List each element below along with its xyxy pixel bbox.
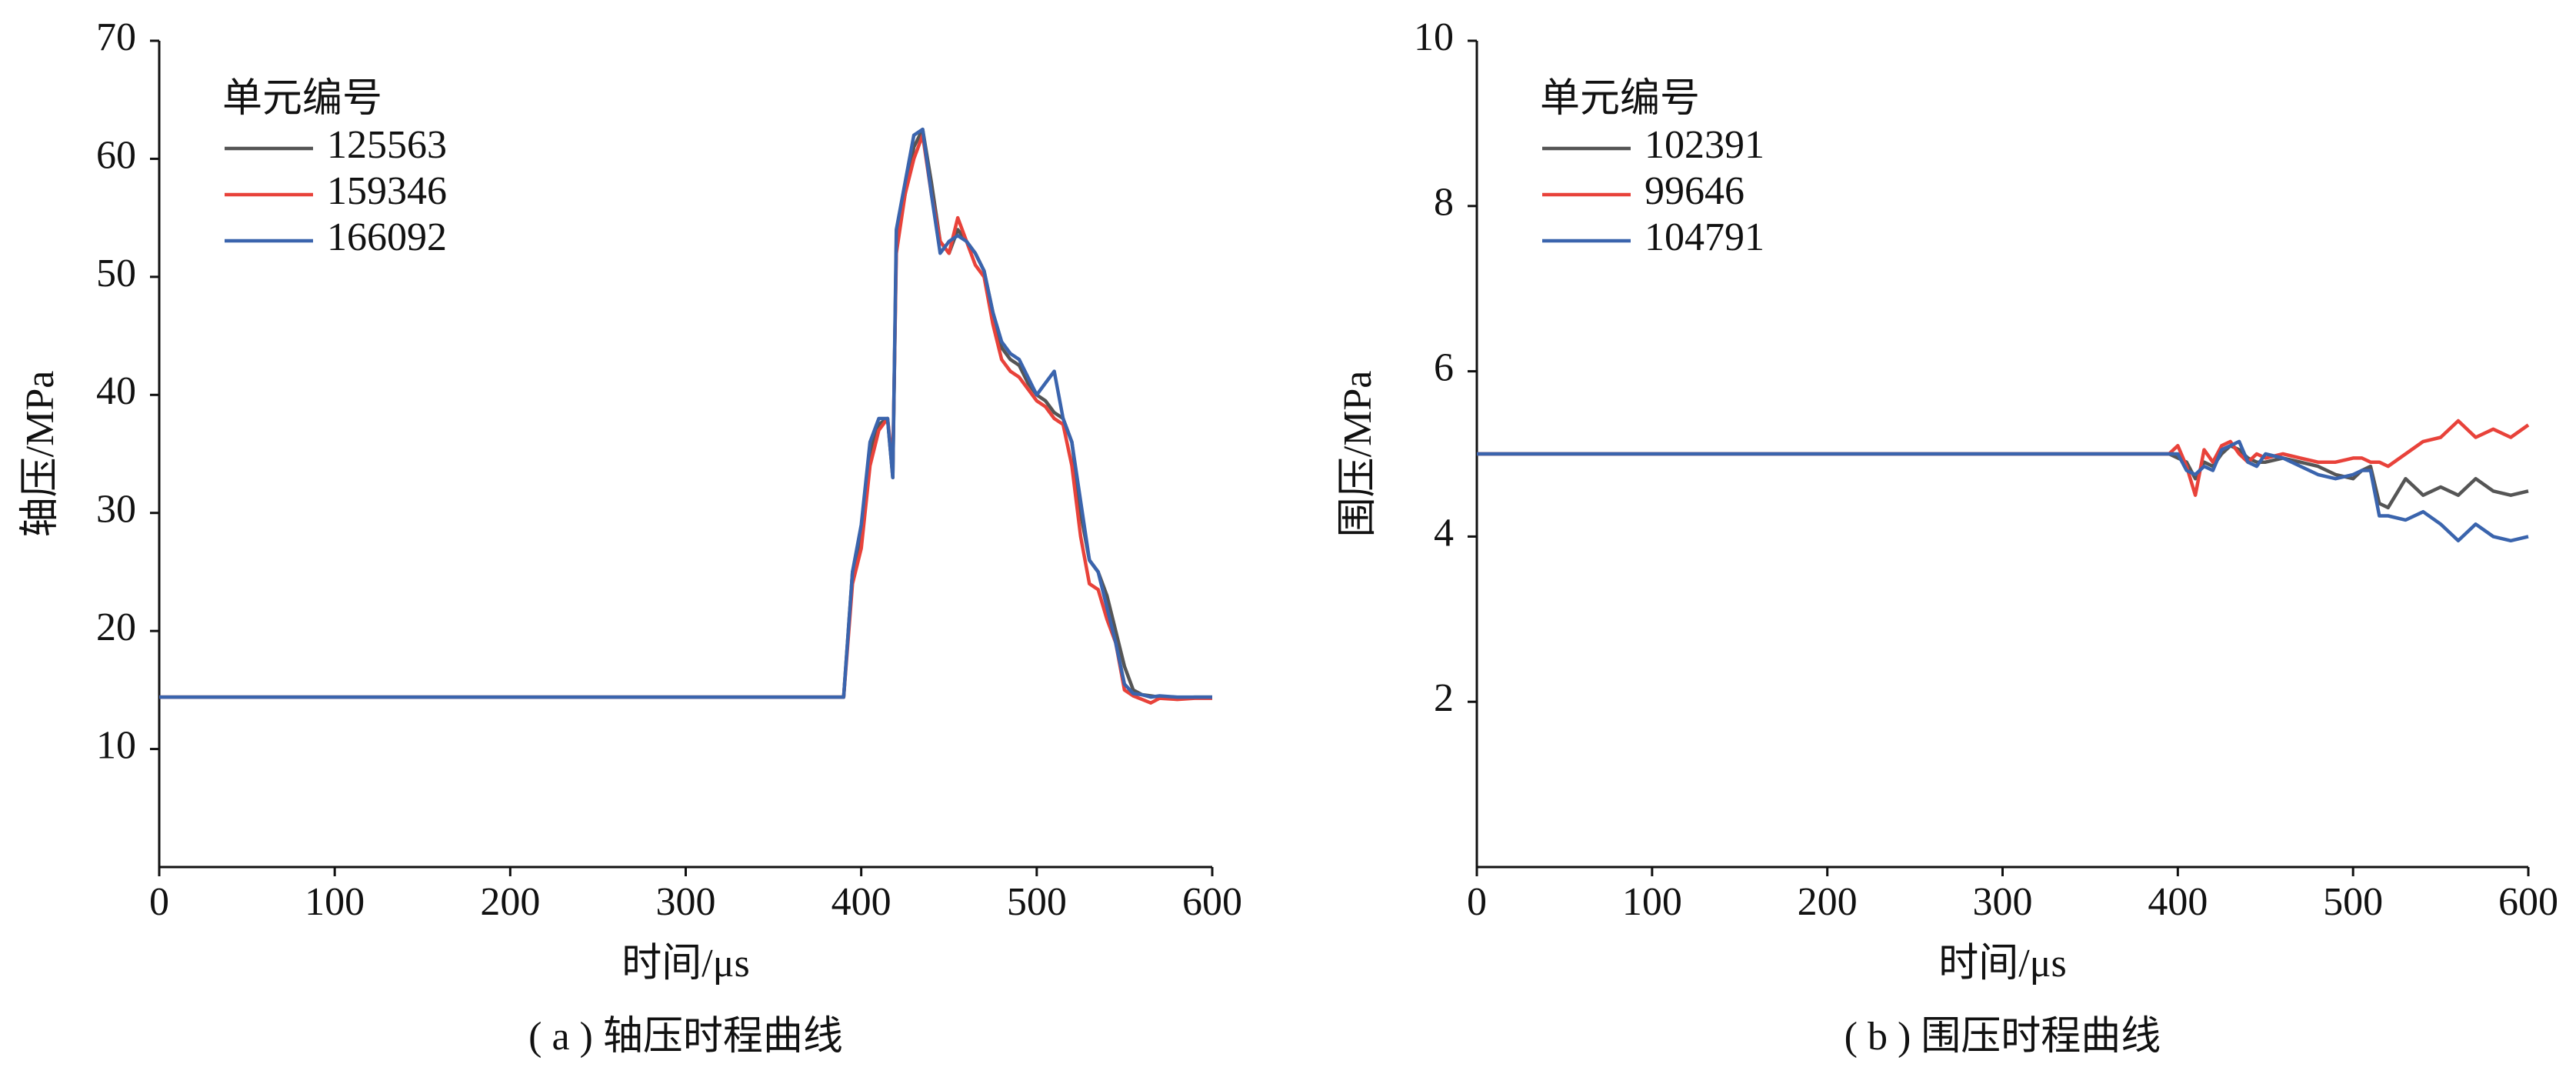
y-tick-label: 30 [96,488,136,532]
x-tick-label: 400 [831,880,891,924]
x-tick-label: 300 [656,880,716,924]
x-tick-label: 500 [2323,880,2383,924]
x-axis-label: 时间/μs [622,942,750,986]
y-tick-label: 10 [96,724,136,768]
legend-label: 99646 [1645,169,1745,213]
x-tick-label: 200 [480,880,540,924]
y-tick-label: 40 [96,369,136,413]
x-axis-label: 时间/μs [1938,942,2067,986]
x-tick-label: 100 [305,880,365,924]
x-tick-label: 400 [2148,880,2208,924]
y-tick-label: 8 [1434,181,1454,225]
y-tick-label: 20 [96,605,136,649]
legend-label: 125563 [327,123,447,167]
legend-title: 单元编号 [1540,77,1700,121]
x-tick-label: 300 [1973,880,2033,924]
y-tick-label: 60 [96,133,136,177]
x-tick-label: 0 [1467,880,1487,924]
legend-label: 102391 [1645,123,1765,167]
legend-label: 104791 [1645,215,1765,259]
series-line [159,127,1212,700]
y-tick-label: 6 [1434,346,1454,390]
caption: ( a ) 轴压时程曲线 [528,1015,843,1059]
y-axis-label: 围压/MPa [1336,371,1380,538]
series-line [159,133,1212,705]
x-tick-label: 600 [1182,880,1242,924]
series-line [1477,419,2530,497]
series-line [1477,444,2529,510]
legend-label: 166092 [327,215,447,259]
legend-title: 单元编号 [222,77,382,121]
x-tick-label: 200 [1798,880,1858,924]
y-tick-label: 50 [96,252,136,295]
x-tick-label: 0 [149,880,169,924]
y-tick-label: 10 [1414,15,1454,59]
x-tick-label: 100 [1622,880,1682,924]
y-tick-label: 70 [96,15,136,59]
series-line [1477,439,2529,543]
y-tick-label: 4 [1434,511,1454,555]
series-line [159,127,1212,699]
y-tick-label: 2 [1434,676,1454,720]
legend-label: 159346 [327,169,447,213]
x-tick-label: 600 [2498,880,2558,924]
caption: ( b ) 围压时程曲线 [1845,1015,2161,1059]
y-axis-label: 轴压/MPa [18,371,62,538]
x-tick-label: 500 [1007,880,1067,924]
